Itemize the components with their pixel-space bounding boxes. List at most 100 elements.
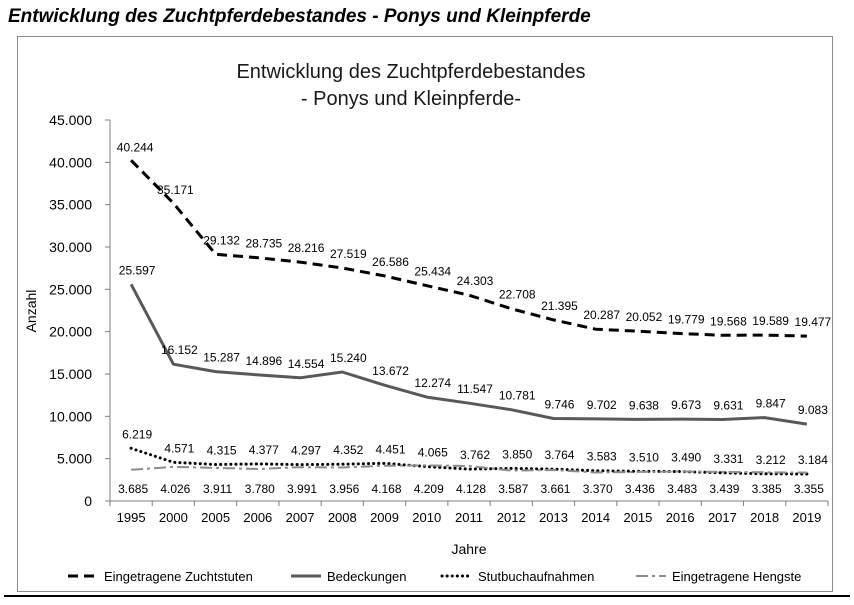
data-label: 3.991 [287, 482, 317, 496]
data-label: 3.483 [667, 482, 697, 496]
data-label: 22.708 [499, 288, 536, 302]
data-label: 3.439 [709, 482, 739, 496]
y-tick-label: 45.000 [49, 112, 92, 128]
data-label: 25.434 [414, 265, 451, 279]
series-line-1 [130, 159, 807, 338]
data-label: 9.847 [756, 397, 786, 411]
data-label: 20.052 [626, 310, 663, 324]
data-label: 25.597 [119, 263, 156, 277]
data-label: 21.395 [541, 299, 578, 313]
data-label: 19.568 [710, 314, 747, 328]
data-label: 4.377 [249, 443, 279, 457]
data-label: 16.152 [161, 343, 198, 357]
data-label: 19.779 [668, 313, 705, 327]
y-tick-label: 0 [84, 493, 92, 509]
data-label: 3.956 [329, 482, 359, 496]
x-tick-label: 2013 [539, 510, 568, 525]
data-label: 3.510 [629, 450, 659, 464]
y-tick-label: 15.000 [49, 366, 92, 382]
x-tick-label: 2009 [370, 510, 399, 525]
data-label: 14.554 [288, 357, 325, 371]
x-tick-label: 2012 [497, 510, 526, 525]
x-tick-label: 2000 [159, 510, 188, 525]
x-tick-label: 2015 [623, 510, 652, 525]
legend-label-4: Eingetragene Hengste [672, 569, 801, 584]
data-label: 3.370 [583, 482, 613, 496]
y-tick-label: 20.000 [49, 324, 92, 340]
y-axis-title: Anzahl [23, 290, 39, 333]
data-label: 3.184 [798, 453, 828, 467]
data-label: 27.519 [330, 247, 367, 261]
data-label: 4.571 [164, 441, 194, 455]
data-label: 6.219 [122, 427, 152, 441]
data-label: 19.589 [752, 314, 789, 328]
x-tick-label: 2018 [750, 510, 779, 525]
data-label: 29.132 [203, 233, 240, 247]
x-tick-label: 1995 [117, 510, 146, 525]
data-label: 3.212 [756, 453, 786, 467]
data-label: 9.631 [713, 398, 743, 412]
data-label: 3.587 [498, 482, 528, 496]
data-label: 24.303 [457, 274, 494, 288]
x-tick-label: 2017 [708, 510, 737, 525]
data-label: 4.128 [456, 482, 486, 496]
data-label: 4.352 [333, 443, 363, 457]
chart-title-line-1: Entwicklung des Zuchtpferdebestandes [236, 61, 585, 83]
data-label: 13.672 [372, 364, 409, 378]
data-label: 12.274 [414, 376, 451, 390]
y-tick-label: 10.000 [49, 408, 92, 424]
y-tick-label: 35.000 [49, 197, 92, 213]
data-label: 3.762 [460, 448, 490, 462]
page-title: Entwicklung des Zuchtpferdebestandes - P… [8, 6, 591, 27]
data-label: 3.385 [752, 482, 782, 496]
data-label: 4.168 [372, 482, 402, 496]
y-tick-label: 25.000 [49, 281, 92, 297]
data-label: 9.638 [629, 398, 659, 412]
data-label: 4.209 [414, 482, 444, 496]
x-tick-label: 2005 [201, 510, 230, 525]
data-label: 3.911 [203, 482, 232, 496]
data-label: 9.673 [671, 398, 701, 412]
page-divider [4, 595, 850, 597]
data-label: 28.735 [245, 237, 282, 251]
data-label: 3.661 [540, 482, 570, 496]
data-label: 20.287 [583, 308, 620, 322]
data-label: 3.583 [587, 450, 617, 464]
data-label: 35.171 [157, 183, 194, 197]
data-label: 4.297 [291, 444, 321, 458]
y-tick-label: 5.000 [57, 451, 92, 467]
data-label: 10.781 [499, 389, 536, 403]
y-tick-label: 30.000 [49, 239, 92, 255]
data-label: 9.083 [798, 403, 828, 417]
data-label: 4.026 [160, 482, 190, 496]
data-label: 19.477 [795, 315, 832, 329]
x-axis-title: Jahre [451, 541, 486, 557]
data-label: 3.490 [671, 450, 701, 464]
legend-label-3: Stutbuchaufnahmen [478, 569, 594, 584]
data-label: 3.764 [544, 448, 574, 462]
data-label: 28.216 [288, 241, 325, 255]
data-label: 40.244 [117, 140, 154, 154]
x-tick-label: 2008 [328, 510, 357, 525]
chart-frame [17, 36, 833, 592]
data-label: 9.702 [587, 398, 617, 412]
data-label: 3.331 [713, 452, 743, 466]
x-tick-label: 2007 [286, 510, 315, 525]
x-tick-label: 2010 [412, 510, 441, 525]
data-label: 26.586 [372, 255, 409, 269]
x-tick-label: 2014 [581, 510, 610, 525]
data-label: 3.685 [118, 482, 148, 496]
x-tick-label: 2011 [455, 510, 483, 525]
data-label: 15.240 [330, 351, 367, 365]
data-label: 11.547 [457, 382, 493, 396]
data-label: 3.436 [625, 482, 655, 496]
data-label: 14.896 [245, 354, 282, 368]
data-label: 4.315 [207, 443, 237, 457]
x-tick-label: 2019 [792, 510, 821, 525]
data-label: 9.746 [544, 397, 574, 411]
data-label: 4.065 [418, 446, 448, 460]
data-label: 3.355 [794, 482, 824, 496]
y-tick-label: 40.000 [49, 154, 92, 170]
chart-title-line-2: - Ponys und Kleinpferde- [301, 88, 521, 110]
